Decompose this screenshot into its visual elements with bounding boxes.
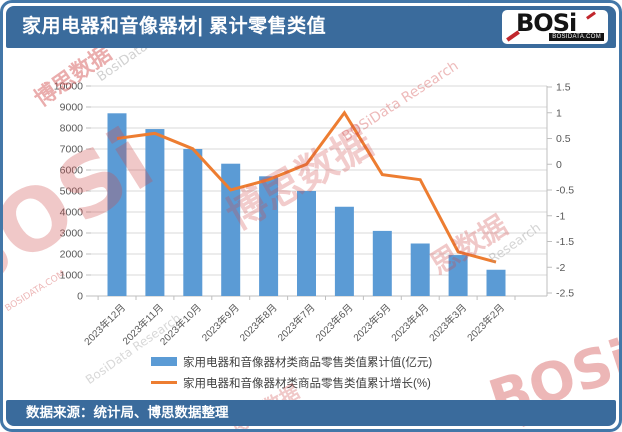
right-axis-tick-label: -1: [556, 210, 565, 222]
bar-2023年4月: [410, 243, 430, 296]
legend-item-bar-series: 家用电器和音像器材类商品零售类值累计值(亿元): [151, 351, 471, 372]
x-axis-label: 2023年5月: [350, 301, 393, 344]
bosi-logo: BOSi BOSIDATA.COM: [502, 9, 608, 44]
right-axis-tick-label: 1.5: [556, 82, 571, 94]
bar-2023年7月: [297, 191, 316, 296]
right-axis-tick-label: -2: [556, 262, 565, 274]
bar-2023年2月: [486, 269, 506, 296]
growth-line: [116, 110, 497, 264]
bar-2023年11月: [145, 129, 165, 296]
source-bar: 数据来源：统计局、博思数据整理: [6, 400, 616, 426]
x-axis-label: 2023年10月: [157, 301, 204, 348]
right-axis-tick-label: -0.5: [556, 185, 574, 197]
legend-line-swatch: [151, 381, 177, 384]
x-axis-label: 2023年8月: [237, 301, 280, 344]
right-axis-tick-label: -2.5: [556, 288, 574, 300]
bar-2023年6月: [334, 206, 354, 296]
x-axis-label: 2023年9月: [199, 301, 242, 344]
bar-2023年12月: [107, 113, 127, 296]
left-axis-tick-label: 2000: [60, 249, 84, 261]
left-axis-tick-label: 8000: [60, 123, 84, 135]
left-axis-tick-label: 4000: [60, 207, 84, 219]
bar-2023年9月: [221, 163, 241, 296]
legend-item-line-series: 家用电器和音像器材类商品零售类值累计增长(%): [151, 372, 471, 393]
left-axis-tick-label: 5000: [60, 186, 84, 198]
logo-brand-text: BOSi: [516, 9, 577, 37]
title-bar: 家用电器和音像器材| 累计零售类值 BOSi BOSIDATA.COM: [6, 6, 616, 48]
legend-line-label: 家用电器和音像器材类商品零售类值累计增长(%): [183, 377, 431, 390]
left-axis-tick-label: 9000: [60, 102, 84, 114]
logo-slash-icon: [586, 11, 596, 20]
left-axis-tick-label: 1000: [60, 270, 84, 282]
chart-plot: 1000090008000700060005000400030002000100…: [54, 81, 574, 348]
right-axis-tick-label: 1: [556, 107, 562, 119]
left-axis-tick-label: 6000: [60, 165, 84, 177]
x-axis-label: 2023年6月: [313, 301, 356, 344]
bar-2023年5月: [372, 230, 392, 296]
left-axis-tick-label: 3000: [60, 228, 84, 240]
data-source-text: 数据来源：统计局、博思数据整理: [26, 405, 229, 420]
right-axis-tick-label: -1.5: [556, 236, 574, 248]
right-axis-tick-label: 0.5: [556, 133, 571, 145]
x-axis-label: 2023年4月: [388, 301, 431, 344]
bar-2023年3月: [448, 255, 468, 296]
logo-domain-text: BOSIDATA.COM: [549, 33, 604, 41]
chart-legend: 家用电器和音像器材类商品零售类值累计值(亿元) 家用电器和音像器材类商品零售类值…: [3, 351, 619, 393]
bar-2023年10月: [183, 149, 203, 296]
left-axis-tick-label: 7000: [60, 144, 84, 156]
legend-bar-label: 家用电器和音像器材类商品零售类值累计值(亿元): [183, 356, 433, 369]
legend-bar-swatch: [151, 357, 177, 366]
page-title: 家用电器和音像器材| 累计零售类值: [22, 16, 327, 37]
bar-2023年8月: [259, 176, 279, 296]
left-axis-tick-label: 0: [77, 291, 83, 303]
left-axis-tick-label: 10000: [54, 81, 83, 93]
x-axis-label: 2023年3月: [426, 301, 469, 344]
right-axis-tick-label: 0: [556, 159, 562, 171]
x-axis-label: 2023年2月: [464, 301, 507, 344]
x-axis-label: 2023年7月: [275, 301, 318, 344]
